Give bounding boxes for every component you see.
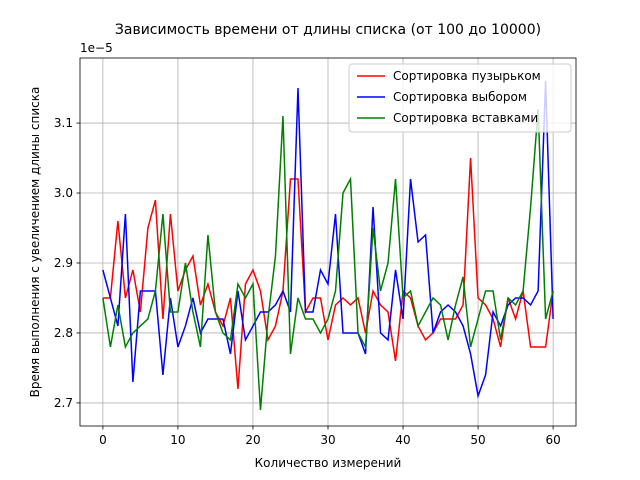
y-tick-label: 2.9 — [54, 256, 73, 270]
y-tick-label: 2.7 — [54, 396, 73, 410]
x-tick-label: 0 — [99, 433, 107, 447]
x-axis-label: Количество измерений — [255, 456, 402, 470]
y-tick-label: 3.0 — [54, 186, 73, 200]
x-tick-label: 40 — [395, 433, 410, 447]
series-line — [102, 158, 554, 389]
legend-label: Сортировка выбором — [393, 90, 527, 104]
y-offset-text: 1e−5 — [80, 41, 113, 55]
legend-box — [348, 63, 572, 133]
x-tick-label: 10 — [170, 433, 185, 447]
legend-label: Сортировка пузырьком — [393, 69, 541, 83]
series-line — [102, 81, 554, 399]
x-tick-label: 50 — [470, 433, 485, 447]
legend-label: Сортировка вставками — [393, 111, 538, 125]
series-line — [102, 109, 554, 410]
x-tick-label: 20 — [245, 433, 260, 447]
x-tick-label: 30 — [320, 433, 335, 447]
y-axis-label: Время выполнения с увеличением длины спи… — [28, 87, 42, 398]
y-tick-label: 3.1 — [54, 116, 73, 130]
axes-frame — [79, 57, 577, 427]
chart-title: Зависимость времени от длины списка (от … — [115, 22, 541, 38]
x-tick-label: 60 — [545, 433, 560, 447]
y-tick-label: 2.8 — [54, 326, 73, 340]
